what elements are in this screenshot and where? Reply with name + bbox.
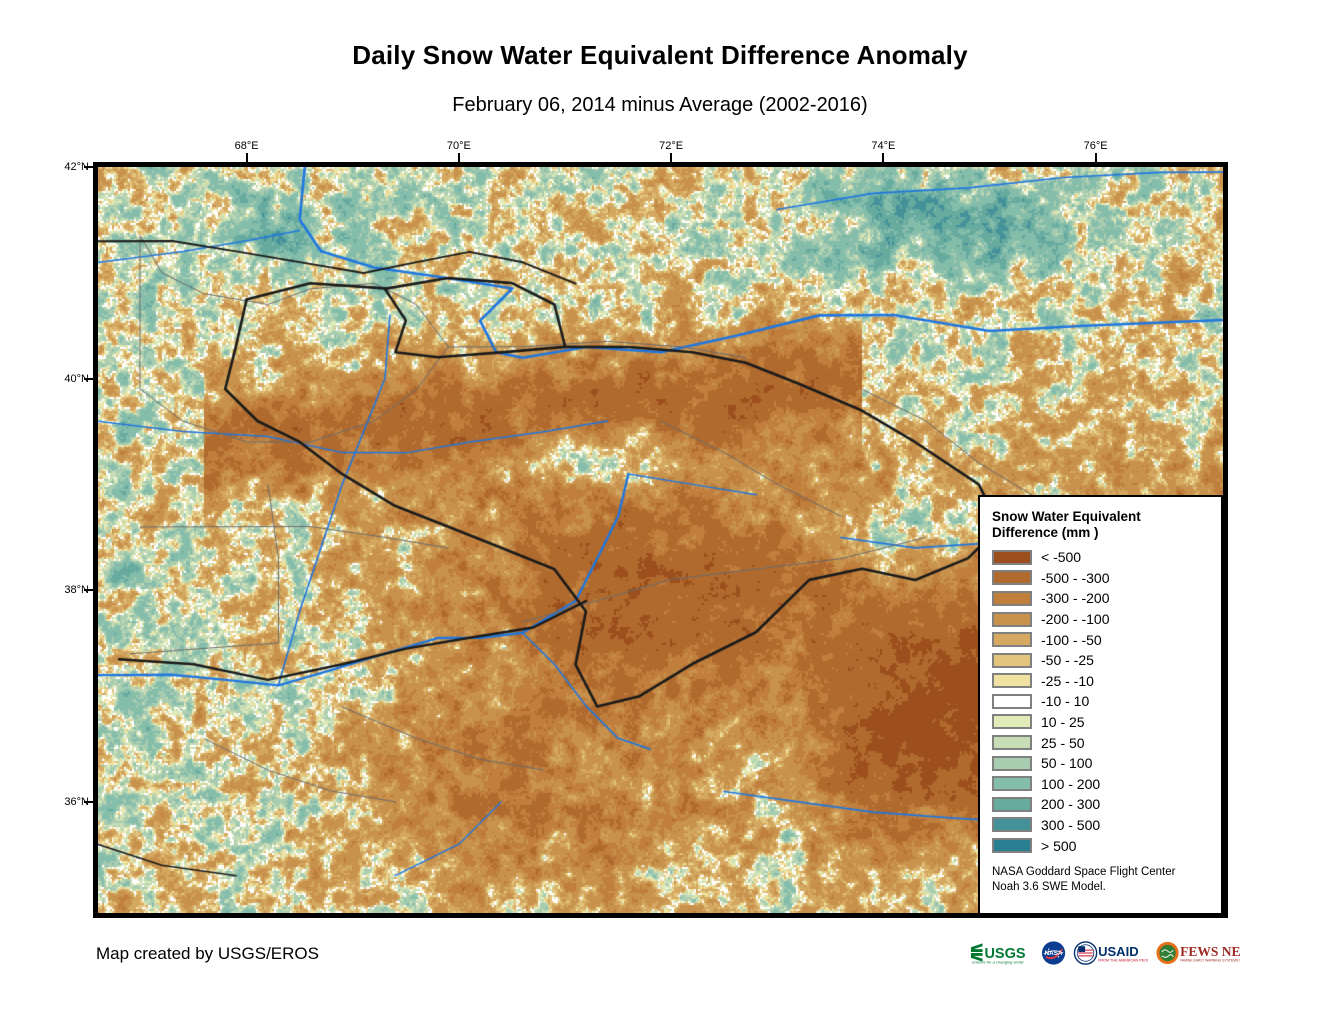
legend-row: -25 - -10: [992, 671, 1211, 692]
legend-swatch: [992, 549, 1032, 565]
lat-tick-label: 36°N: [64, 795, 89, 808]
legend-label: > 500: [1041, 837, 1077, 854]
svg-text:FAMINE EARLY WARNING SYSTEMS N: FAMINE EARLY WARNING SYSTEMS NETWORK: [1180, 959, 1240, 963]
legend-swatch: [992, 673, 1032, 689]
legend-swatch: [992, 838, 1032, 854]
legend-label: < -500: [1041, 549, 1082, 566]
legend-row: 50 - 100: [992, 753, 1211, 774]
legend-row: 300 - 500: [992, 815, 1211, 836]
lon-tick-label: 76°E: [1083, 140, 1108, 152]
legend-class-list: < -500 -500 - -300 -300 - -200 -200 - -100 -…: [992, 547, 1211, 856]
lon-tick-mark: [882, 153, 885, 162]
legend-label: 200 - 300: [1041, 796, 1101, 813]
svg-text:NASA: NASA: [1044, 950, 1062, 957]
legend-label: 300 - 500: [1041, 816, 1101, 833]
legend-label: 100 - 200: [1041, 775, 1101, 792]
legend-title-line2: Difference (mm ): [992, 525, 1099, 541]
lon-tick-mark: [670, 153, 673, 162]
legend-row: 25 - 50: [992, 732, 1211, 753]
svg-text:science for a changing world: science for a changing world: [972, 960, 1024, 965]
legend-swatch: [992, 735, 1032, 751]
legend-label: -50 - -25: [1041, 652, 1094, 669]
legend-swatch: [992, 776, 1032, 792]
usgs-logo: USGS science for a changing world: [970, 940, 1034, 966]
legend-row: > 500: [992, 835, 1211, 856]
lon-tick-label: 70°E: [446, 140, 471, 152]
map-credit: Map created by USGS/EROS: [96, 944, 319, 963]
lon-tick-mark: [1094, 153, 1097, 162]
fewsnet-logo: FEWS NET FAMINE EARLY WARNING SYSTEMS NE…: [1155, 940, 1241, 966]
legend-label: -100 - -50: [1041, 631, 1102, 648]
legend-swatch: [992, 755, 1032, 771]
legend-swatch: [992, 693, 1032, 709]
legend-title: Snow Water Equivalent Difference (mm ): [992, 509, 1211, 542]
svg-text:USAID: USAID: [1098, 944, 1139, 959]
legend-note-line2: Noah 3.6 SWE Model.: [992, 881, 1106, 894]
lat-tick-mark: [84, 800, 93, 803]
legend-label: -25 - -10: [1041, 672, 1094, 689]
legend-label: -300 - -200: [1041, 590, 1110, 607]
lat-tick-mark: [84, 166, 93, 168]
lat-tick-label: 40°N: [64, 372, 89, 385]
svg-text:FEWS NET: FEWS NET: [1180, 944, 1240, 959]
legend-swatch: [992, 796, 1032, 812]
legend-label: -200 - -100: [1041, 611, 1110, 628]
legend-swatch: [992, 652, 1032, 668]
nasa-logo: NASA: [1041, 941, 1065, 965]
legend-row: 200 - 300: [992, 794, 1211, 815]
legend-swatch: [992, 632, 1032, 648]
lat-tick-label: 38°N: [64, 584, 89, 597]
legend-note-line1: NASA Goddard Space Flight Center: [992, 865, 1176, 878]
svg-text:FROM THE AMERICAN PEOPLE: FROM THE AMERICAN PEOPLE: [1098, 959, 1148, 963]
lat-tick-mark: [84, 377, 93, 380]
legend-row: -200 - -100: [992, 609, 1211, 630]
legend-source-note: NASA Goddard Space Flight Center Noah 3.…: [992, 865, 1211, 896]
lon-tick-label: 72°E: [659, 140, 684, 152]
legend-label: 50 - 100: [1041, 755, 1093, 772]
title-block: Daily Snow Water Equivalent Difference A…: [0, 0, 1320, 117]
legend-row: 10 - 25: [992, 712, 1211, 733]
lat-tick-mark: [84, 589, 93, 592]
legend-title-line1: Snow Water Equivalent: [992, 509, 1141, 524]
legend-panel: Snow Water Equivalent Difference (mm ) <…: [978, 495, 1223, 915]
legend-swatch: [992, 714, 1032, 730]
legend-swatch: [992, 570, 1032, 586]
legend-swatch: [992, 611, 1032, 627]
lon-tick-mark: [457, 153, 460, 162]
lon-tick-mark: [245, 153, 248, 162]
legend-row: -500 - -300: [992, 568, 1211, 589]
legend-swatch: [992, 590, 1032, 606]
lat-tick-label: 42°N: [64, 161, 89, 173]
lon-tick-label: 74°E: [871, 140, 896, 152]
legend-label: 10 - 25: [1041, 713, 1085, 730]
legend-row: -100 - -50: [992, 629, 1211, 650]
legend-row: -50 - -25: [992, 650, 1211, 671]
legend-label: 25 - 50: [1041, 734, 1085, 751]
page-title: Daily Snow Water Equivalent Difference A…: [352, 40, 968, 70]
legend-label: -500 - -300: [1041, 569, 1110, 586]
svg-text:USGS: USGS: [984, 946, 1025, 962]
legend-row: < -500: [992, 547, 1211, 568]
legend-swatch: [992, 817, 1032, 833]
logo-bar: USGS science for a changing world NASA U…: [970, 933, 1241, 973]
legend-row: -300 - -200: [992, 588, 1211, 609]
usaid-logo: USAID FROM THE AMERICAN PEOPLE: [1072, 940, 1149, 966]
legend-row: -10 - 10: [992, 691, 1211, 712]
legend-label: -10 - 10: [1041, 693, 1090, 710]
page-subtitle: February 06, 2014 minus Average (2002-20…: [452, 94, 868, 116]
legend-row: 100 - 200: [992, 773, 1211, 794]
lon-tick-label: 68°E: [234, 140, 259, 152]
